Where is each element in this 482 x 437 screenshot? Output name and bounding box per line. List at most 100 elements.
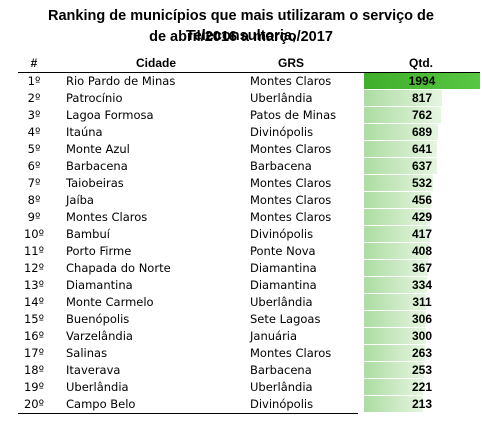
grs-cell: Montes Claros	[250, 176, 332, 190]
table-row: 18º Itaverava Barbacena 253	[18, 362, 482, 379]
qtd-cell: 532	[411, 176, 433, 190]
qtd-data-bar	[364, 107, 441, 123]
table-row: 4º Itaúna Divinópolis 689	[18, 124, 482, 141]
header-rank: #	[30, 56, 38, 70]
table-row: 3º Lagoa Formosa Patos de Minas 762	[18, 107, 482, 124]
rank-cell: 13º	[23, 278, 45, 292]
grs-cell: Divinópolis	[250, 125, 314, 139]
grs-cell: Montes Claros	[250, 346, 332, 360]
city-cell: Jaíba	[66, 193, 94, 207]
qtd-data-bar	[364, 294, 426, 310]
grs-cell: Barbacena	[250, 159, 312, 173]
qtd-cell: 367	[411, 261, 433, 275]
grs-cell: Montes Claros	[250, 210, 332, 224]
rank-cell: 16º	[23, 329, 45, 343]
qtd-cell: 300	[411, 329, 433, 343]
city-cell: Porto Firme	[66, 244, 132, 258]
qtd-data-bar	[364, 158, 437, 174]
report-title-line2: de abril/2016 a março/2017	[149, 29, 333, 45]
rank-cell: 6º	[27, 159, 41, 173]
qtd-cell: 253	[411, 363, 433, 377]
grs-cell: Ponte Nova	[250, 244, 316, 258]
rank-cell: 7º	[27, 176, 41, 190]
qtd-cell: 641	[411, 142, 433, 156]
ranking-table-body: 1º Rio Pardo de Minas Montes Claros 1994 2º P…	[18, 73, 482, 413]
qtd-cell: 334	[411, 278, 433, 292]
qtd-cell: 689	[411, 125, 433, 139]
table-row: 20º Campo Belo Divinópolis 213	[18, 396, 482, 413]
header-city: Cidade	[136, 56, 177, 70]
rank-cell: 4º	[27, 125, 41, 139]
table-row: 16º Varzelândia Januária 300	[18, 328, 482, 345]
qtd-data-bar	[364, 90, 442, 106]
rank-cell: 14º	[23, 295, 45, 309]
qtd-cell: 762	[411, 108, 433, 122]
rank-cell: 2º	[27, 91, 41, 105]
qtd-cell: 306	[411, 312, 433, 326]
grs-cell: Uberlândia	[250, 295, 313, 309]
qtd-data-bar	[364, 226, 430, 242]
rank-cell: 3º	[27, 108, 41, 122]
qtd-data-bar	[364, 396, 423, 412]
table-row: 7º Taiobeiras Montes Claros 532	[18, 175, 482, 192]
city-cell: Barbacena	[66, 159, 128, 173]
qtd-cell: 408	[411, 244, 433, 258]
grs-cell: Montes Claros	[250, 193, 332, 207]
rank-cell: 1º	[27, 74, 41, 88]
city-cell: Buenópolis	[66, 312, 130, 326]
table-row: 15º Buenópolis Sete Lagoas 306	[18, 311, 482, 328]
city-cell: Itaúna	[66, 125, 103, 139]
qtd-data-bar	[364, 141, 437, 157]
city-cell: Taiobeiras	[66, 176, 124, 190]
grs-cell: Januária	[250, 329, 298, 343]
qtd-data-bar	[364, 379, 423, 395]
rank-cell: 12º	[23, 261, 45, 275]
qtd-cell: 213	[411, 397, 433, 411]
grs-cell: Sete Lagoas	[250, 312, 321, 326]
qtd-data-bar	[364, 345, 425, 361]
table-row: 19º Uberlândia Uberlândia 221	[18, 379, 482, 396]
city-cell: Patrocínio	[66, 91, 123, 105]
qtd-cell: 637	[411, 159, 433, 173]
qtd-data-bar	[364, 328, 426, 344]
report-title-line1: Ranking de municípios que mais utilizara…	[48, 8, 434, 44]
grs-cell: Barbacena	[250, 363, 312, 377]
city-cell: Monte Azul	[66, 142, 130, 156]
grs-cell: Diamantina	[250, 261, 317, 275]
rank-cell: 8º	[27, 193, 41, 207]
qtd-cell: 311	[412, 295, 432, 309]
rank-cell: 17º	[23, 346, 45, 360]
grs-cell: Montes Claros	[250, 142, 332, 156]
grs-cell: Uberlândia	[250, 91, 313, 105]
city-cell: Uberlândia	[66, 380, 129, 394]
table-row: 2º Patrocínio Uberlândia 817	[18, 90, 482, 107]
table-row: 12º Chapada do Norte Diamantina 367	[18, 260, 482, 277]
grs-cell: Divinópolis	[250, 227, 314, 241]
rank-cell: 20º	[23, 397, 45, 411]
city-cell: Salinas	[66, 346, 108, 360]
qtd-data-bar	[364, 192, 431, 208]
table-row: 17º Salinas Montes Claros 263	[18, 345, 482, 362]
qtd-cell: 263	[411, 346, 433, 360]
rank-cell: 18º	[23, 363, 45, 377]
table-row: 5º Monte Azul Montes Claros 641	[18, 141, 482, 158]
city-cell: Varzelândia	[66, 329, 133, 343]
qtd-cell: 417	[411, 227, 433, 241]
grs-cell: Uberlândia	[250, 380, 313, 394]
city-cell: Bambuí	[66, 227, 110, 241]
city-cell: Diamantina	[66, 278, 133, 292]
grs-cell: Patos de Minas	[250, 108, 337, 122]
rank-cell: 15º	[23, 312, 45, 326]
header-grs: GRS	[278, 56, 305, 70]
rank-cell: 9º	[27, 210, 41, 224]
city-cell: Chapada do Norte	[66, 261, 171, 275]
grs-cell: Montes Claros	[250, 74, 332, 88]
table-row: 10º Bambuí Divinópolis 417	[18, 226, 482, 243]
city-cell: Campo Belo	[66, 397, 136, 411]
city-cell: Lagoa Formosa	[66, 108, 154, 122]
table-bottom-divider	[18, 413, 358, 414]
table-row: 11º Porto Firme Ponte Nova 408	[18, 243, 482, 260]
qtd-cell: 817	[411, 91, 433, 105]
city-cell: Itaverava	[66, 363, 121, 377]
rank-cell: 10º	[23, 227, 45, 241]
